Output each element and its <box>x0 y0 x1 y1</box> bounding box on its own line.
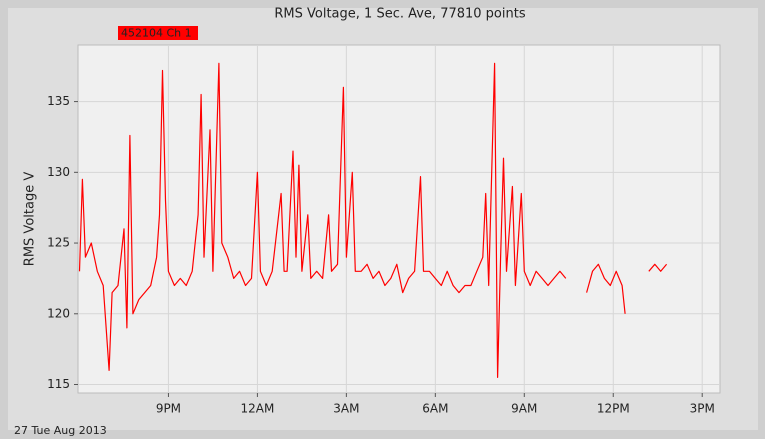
x-tick-label: 9AM <box>511 402 537 416</box>
date-label: 27 Tue Aug 2013 <box>14 424 107 437</box>
x-tick-label: 3AM <box>333 402 359 416</box>
grid <box>78 45 720 393</box>
y-tick-label: 130 <box>47 165 70 179</box>
series-line <box>78 62 668 378</box>
legend-swatch <box>118 26 198 40</box>
y-tick-label: 135 <box>47 94 70 108</box>
plot-area <box>77 44 721 394</box>
legend-label: 452104 Ch 1 <box>121 27 192 40</box>
marks <box>78 62 668 378</box>
x-tick-label: 6AM <box>422 402 448 416</box>
y-tick-label: 120 <box>47 306 70 320</box>
x-tick-label: 12PM <box>597 402 630 416</box>
y-tick-label: 125 <box>47 236 70 250</box>
x-tick-label: 9PM <box>156 402 181 416</box>
chart-title: RMS Voltage, 1 Sec. Ave, 77810 points <box>274 7 525 22</box>
x-tick-label: 12AM <box>240 402 274 416</box>
x-tick-label: 3PM <box>690 402 715 416</box>
y-tick-label: 115 <box>47 377 70 391</box>
y-axis-label: RMS Voltage V <box>23 172 38 267</box>
